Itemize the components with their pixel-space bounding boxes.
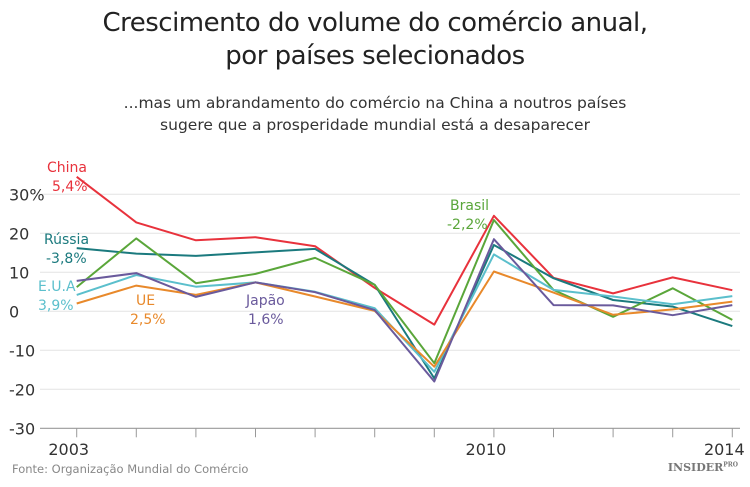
y-tick-label: 30% [9,185,45,204]
chart-title: Crescimento do volume do comércio anual,… [0,7,750,73]
logo: INSIDERPRO [668,461,738,474]
subtitle-line-1: ...mas um abrandamento do comércio na Ch… [123,94,627,112]
x-tick-label: 2010 [466,440,507,459]
series-value-label: 5,4% [52,179,88,195]
series-value-label: -3,8% [46,251,87,267]
series-name-label: Japão [245,293,285,309]
x-tick-label: 2003 [48,440,89,459]
series-name-label: E.U.A [38,279,76,295]
subtitle-line-2: sugere que a prosperidade mundial está a… [160,116,590,134]
series-name-label: Rússia [44,232,89,248]
y-tick-label: 20 [9,224,29,243]
y-tick-label: -20 [9,380,35,399]
y-tick-label: -30 [9,419,35,438]
y-tick-label: 0 [9,302,19,321]
title-line-1: Crescimento do volume do comércio anual, [102,8,648,38]
series-line-china [76,176,733,326]
series-name-label: China [47,160,87,176]
series-value-label: 1,6% [248,312,284,328]
series-line-japo [76,238,733,383]
source-note: Fonte: Organização Mundial do Comércio [12,462,249,476]
series-name-label: Brasil [450,198,489,214]
series-line-brasil [76,219,733,365]
y-tick-label: 10 [9,263,29,282]
series-line-ue [76,270,733,368]
x-tick-label: 2014 [704,440,745,459]
series-line-rssia [76,244,733,380]
y-tick-label: -10 [9,341,35,360]
chart-subtitle: ...mas um abrandamento do comércio na Ch… [0,92,750,136]
series-value-label: 2,5% [130,312,166,328]
series-name-label: UE [136,293,155,309]
series-value-label: -2,2% [447,217,488,233]
logo-sup: PRO [723,461,738,469]
title-line-2: por países selecionados [225,41,525,71]
series-value-label: 3,9% [38,298,74,314]
logo-text: INSIDER [667,461,724,474]
